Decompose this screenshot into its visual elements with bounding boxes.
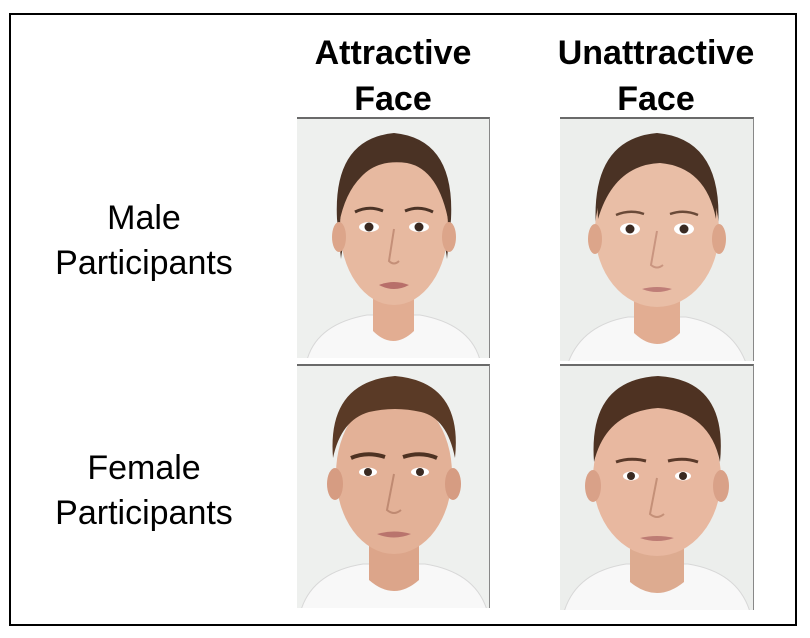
column-header-attractive: Attractive Face [286,30,500,122]
column-header-unattractive-line1: Unattractive [557,34,755,72]
row-label-male-line2: Participants [55,244,233,282]
unattractive-female-face-photo [560,117,754,361]
column-header-unattractive: Unattractive Face [532,30,780,122]
row-label-male-line1: Male [107,199,181,237]
row-label-male: Male Participants [28,196,260,286]
row-label-female: Female Participants [28,446,260,536]
column-header-attractive-line2: Face [354,80,432,118]
unattractive-male-face-photo [560,364,754,610]
column-header-unattractive-line2: Face [617,80,695,118]
column-header-attractive-line1: Attractive [314,34,472,72]
row-label-female-line2: Participants [55,494,233,532]
row-label-female-line1: Female [87,449,201,487]
attractive-female-face-photo [297,117,490,358]
attractive-male-face-photo [297,364,490,608]
